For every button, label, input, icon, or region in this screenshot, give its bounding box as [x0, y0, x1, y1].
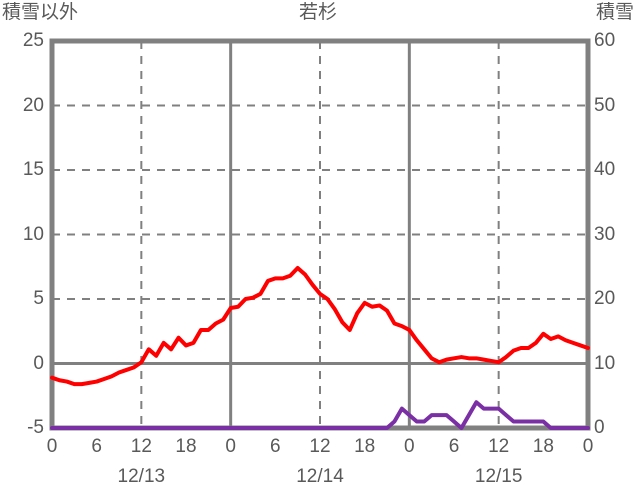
- y-axis-tick-label-right: 50: [594, 94, 616, 116]
- left-axis-title: 積雪以外: [2, 2, 79, 23]
- x-axis-tick-label: 6: [270, 436, 281, 457]
- y-axis-tick-label-right: 10: [594, 352, 616, 374]
- y-axis-tick-label-left: -5: [27, 417, 44, 438]
- x-axis-day-label: 12/13: [117, 466, 166, 487]
- y-axis-tick-label-right: 30: [594, 223, 616, 245]
- y-axis-tick-label-left: 10: [22, 223, 44, 245]
- y-axis-tick-label-left: 25: [22, 30, 44, 51]
- series-line-temperature: [50, 266, 590, 387]
- x-axis-tick-label: 0: [404, 436, 415, 457]
- y-axis-tick-label-left: 15: [22, 159, 44, 180]
- y-axis-tick-label-left: 20: [22, 94, 44, 116]
- x-axis-tick-label: 12: [309, 436, 331, 457]
- y-axis-tick-label-right: 0: [594, 417, 605, 438]
- series-line-snow: [50, 400, 590, 430]
- y-axis-tick-label-right: 20: [594, 288, 616, 309]
- x-axis-tick-label: 0: [46, 436, 58, 457]
- x-axis-tick-label: 18: [175, 436, 197, 457]
- y-axis-tick-label-right: 40: [594, 159, 616, 180]
- x-axis-tick-label: 12: [130, 436, 152, 457]
- y-axis-tick-label-left: 0: [33, 352, 44, 374]
- x-axis-tick-label: 6: [448, 436, 460, 457]
- x-axis-day-label: 12/15: [474, 466, 523, 487]
- x-axis-tick-label: 0: [582, 436, 594, 457]
- x-axis-tick-label: 6: [91, 436, 102, 457]
- right-axis-title: 積雪: [595, 2, 634, 23]
- x-axis-tick-label: 18: [532, 436, 554, 457]
- y-axis-tick-label-left: 5: [33, 288, 44, 309]
- x-axis-tick-label: 12: [488, 436, 510, 457]
- x-axis-tick-label: 0: [225, 436, 236, 457]
- x-axis-day-label: 12/14: [296, 466, 344, 487]
- chart-title: 若杉: [298, 2, 337, 23]
- x-axis-tick-label: 18: [354, 436, 376, 457]
- y-axis-tick-label-right: 60: [594, 30, 616, 51]
